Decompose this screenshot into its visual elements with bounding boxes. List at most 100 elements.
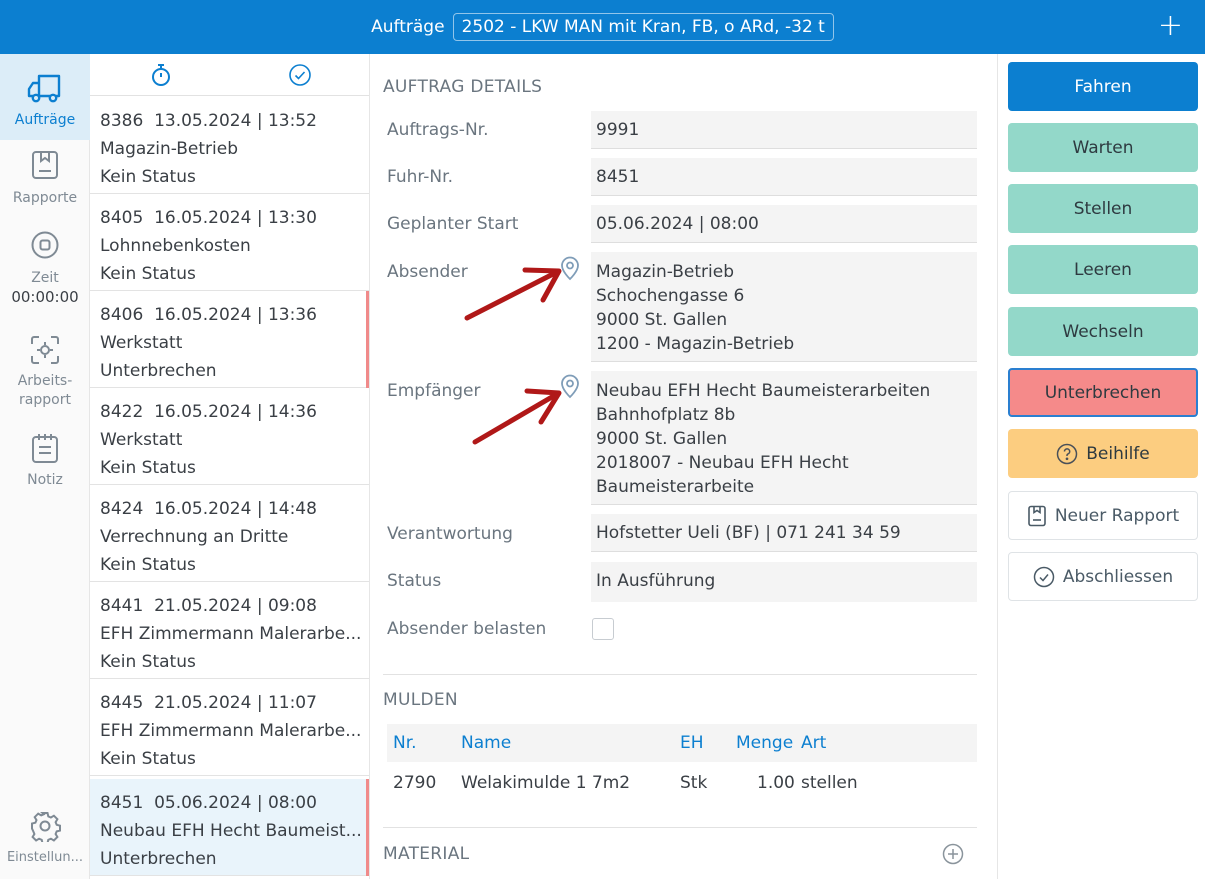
order-name: Verrechnung an Dritte (100, 527, 289, 547)
beihilfe-button[interactable]: Beihilfe (1008, 429, 1198, 478)
list-item[interactable]: 8424 16.05.2024 | 14:48 Verrechnung an D… (90, 485, 369, 582)
fahren-button[interactable]: Fahren (1008, 62, 1198, 111)
order-title: 8406 16.05.2024 | 13:36 (100, 305, 317, 325)
order-title: 8405 16.05.2024 | 13:30 (100, 208, 317, 228)
sidebar-item-arbeitsrapport[interactable]: Arbeits- rapport (0, 334, 90, 418)
sidebar-item-label: Zeit (31, 270, 59, 286)
abschliessen-button[interactable]: Abschliessen (1008, 552, 1198, 601)
order-name: EFH Zimmermann Malerarbe... (100, 721, 362, 741)
scan-icon (31, 336, 59, 364)
field-label: Absender (387, 262, 468, 282)
status-value: In Ausführung (591, 562, 977, 602)
mulden-table-header: Nr. Name EH Menge Art (387, 724, 977, 762)
table-row[interactable]: 2790 Welakimulde 1 7m2 Stk 1.00 stellen (387, 764, 977, 802)
gear-icon (31, 812, 61, 842)
neuer-rapport-label: Neuer Rapport (1054, 505, 1180, 526)
sidebar-item-rapporte[interactable]: Rapporte (0, 150, 90, 216)
start-value: 05.06.2024 | 08:00 (591, 205, 977, 243)
sidebar-item-notiz[interactable]: Notiz (0, 432, 90, 498)
add-button[interactable]: + (1157, 8, 1183, 43)
order-name: EFH Zimmermann Malerarbe... (100, 624, 362, 644)
order-list: 8386 13.05.2024 | 13:52 Magazin-Betrieb … (90, 54, 370, 879)
stop-icon (31, 231, 59, 259)
wechseln-button[interactable]: Wechseln (1008, 307, 1198, 356)
mulden-title: MULDEN (383, 690, 458, 710)
truck-icon (27, 74, 61, 103)
sidebar-item-zeit[interactable]: Zeit 00:00:00 (0, 230, 90, 314)
list-item[interactable]: 8441 21.05.2024 | 09:08 EFH Zimmermann M… (90, 582, 369, 679)
cell-art: stellen (801, 773, 858, 793)
beihilfe-label: Beihilfe (1086, 443, 1150, 464)
location-pin-icon[interactable] (559, 255, 581, 281)
field-label: Empfänger (387, 381, 481, 401)
order-title: 8441 21.05.2024 | 09:08 (100, 596, 317, 616)
neuer-rapport-button[interactable]: Neuer Rapport (1008, 491, 1198, 540)
order-name: Magazin-Betrieb (100, 139, 238, 159)
sidebar: Aufträge Rapporte Zeit 00:00:00 Arbeits-… (0, 54, 90, 879)
material-title: MATERIAL (383, 844, 470, 864)
order-name: Werkstatt (100, 430, 183, 450)
sidebar-item-settings[interactable]: Einstellun... (0, 810, 90, 874)
field-label: Auftrags-Nr. (387, 120, 489, 140)
verantwortung-value: Hofstetter Ueli (BF) | 071 241 34 59 (591, 514, 977, 552)
leeren-button[interactable]: Leeren (1008, 245, 1198, 294)
sidebar-item-auftraege[interactable]: Aufträge (0, 54, 90, 140)
cell-menge: 1.00 (757, 773, 795, 793)
sidebar-item-label: Arbeits- rapport (17, 373, 73, 408)
sidebar-item-label: Aufträge (14, 112, 76, 128)
stopwatch-icon[interactable] (150, 63, 172, 87)
list-item[interactable]: 8422 16.05.2024 | 14:36 Werkstatt Kein S… (90, 388, 369, 485)
add-material-icon[interactable] (942, 843, 964, 865)
order-status: Unterbrechen (100, 361, 217, 381)
report-icon (1028, 505, 1046, 526)
order-name: Lohnnebenkosten (100, 236, 251, 256)
list-item[interactable]: 8406 16.05.2024 | 13:36 Werkstatt Unterb… (90, 291, 369, 388)
list-item[interactable]: 8386 13.05.2024 | 13:52 Magazin-Betrieb … (90, 97, 369, 194)
field-label: Fuhr-Nr. (387, 167, 453, 187)
absender-belasten-checkbox[interactable] (592, 618, 614, 640)
timer-value: 00:00:00 (11, 288, 79, 306)
action-panel: Fahren Warten Stellen Leeren Wechseln Un… (997, 54, 1205, 879)
sidebar-item-label: Rapporte (12, 190, 78, 206)
list-item[interactable]: 8405 16.05.2024 | 13:30 Lohnnebenkosten … (90, 194, 369, 291)
stellen-button[interactable]: Stellen (1008, 184, 1198, 233)
field-label: Absender belasten (387, 619, 547, 639)
list-header (90, 54, 369, 96)
auftrag-nr-value: 9991 (591, 111, 977, 149)
check-circle-icon (1033, 566, 1055, 587)
fuhr-nr-value: 8451 (591, 158, 977, 196)
order-name: Neubau EFH Hecht Baumeist... (100, 821, 362, 841)
abschliessen-label: Abschliessen (1062, 566, 1174, 587)
cell-nr: 2790 (393, 773, 437, 793)
warten-button[interactable]: Warten (1008, 123, 1198, 172)
order-title: 8445 21.05.2024 | 11:07 (100, 693, 317, 713)
annotation-arrow (472, 388, 562, 445)
order-status: Kein Status (100, 458, 196, 478)
report-icon (32, 151, 58, 179)
order-status: Kein Status (100, 264, 196, 284)
column-header: EH (680, 733, 704, 753)
unterbrechen-button[interactable]: Unterbrechen (1008, 368, 1198, 417)
help-icon (1056, 443, 1078, 464)
list-item[interactable]: 8445 21.05.2024 | 11:07 EFH Zimmermann M… (90, 679, 369, 776)
order-title: 8386 13.05.2024 | 13:52 (100, 111, 317, 131)
order-status: Unterbrechen (100, 849, 217, 869)
column-header: Menge (736, 733, 794, 753)
divider (383, 674, 977, 675)
order-title: 8422 16.05.2024 | 14:36 (100, 402, 317, 422)
field-label: Verantwortung (387, 524, 513, 544)
field-label: Status (387, 571, 442, 591)
order-title: 8424 16.05.2024 | 14:48 (100, 499, 317, 519)
column-header: Name (461, 733, 512, 753)
cell-eh: Stk (680, 773, 708, 793)
check-circle-icon[interactable] (288, 63, 312, 87)
location-pin-icon[interactable] (559, 373, 581, 399)
order-status: Kein Status (100, 555, 196, 575)
list-item-selected[interactable]: 8451 05.06.2024 | 08:00 Neubau EFH Hecht… (90, 779, 369, 876)
order-status: Kein Status (100, 749, 196, 769)
divider (383, 827, 977, 828)
sidebar-item-label: Einstellun... (6, 850, 84, 865)
header-label: Aufträge (371, 17, 445, 37)
empfaenger-value: Neubau EFH Hecht Baumeisterarbeiten Bahn… (591, 371, 977, 505)
vehicle-selector[interactable]: 2502 - LKW MAN mit Kran, FB, o ARd, -32 … (452, 13, 834, 41)
